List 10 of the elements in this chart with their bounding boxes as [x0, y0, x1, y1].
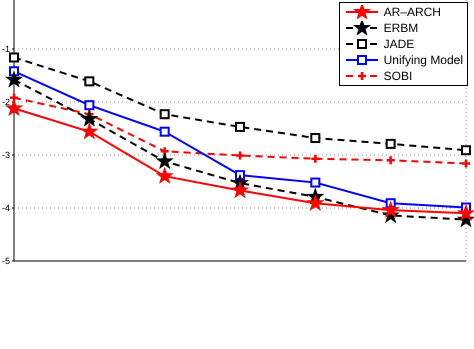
y-tick-label: -4 [2, 203, 10, 214]
y-tick-label: -2 [2, 97, 10, 108]
y-tick-label: -3 [2, 150, 10, 160]
legend-label: Unifying Model [384, 53, 463, 67]
legend-label: SOBI [384, 69, 412, 83]
legend-label: JADE [384, 37, 414, 51]
legend-label: ERBM [384, 21, 418, 35]
y-tick-label: -1 [2, 44, 10, 54]
y-tick-label: -5 [2, 256, 10, 266]
legend-label: AR–ARCH [384, 5, 441, 19]
